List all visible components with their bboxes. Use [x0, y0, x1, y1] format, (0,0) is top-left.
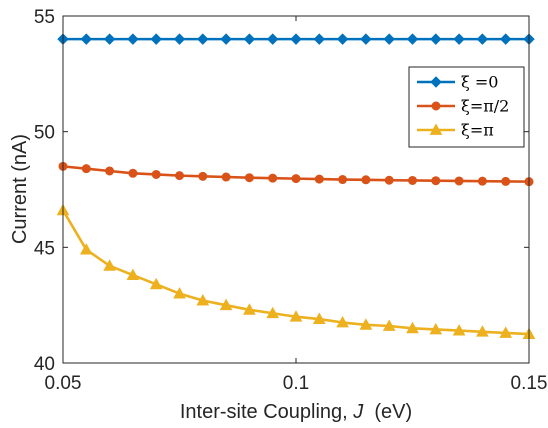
data-point [359, 318, 373, 330]
data-point [266, 33, 279, 45]
x-axis-label-unit: (eV) [363, 401, 412, 423]
data-point [499, 326, 513, 338]
series-layer [56, 33, 536, 339]
data-point [175, 171, 184, 181]
x-axis-label-variable: J [352, 401, 364, 423]
data-point [291, 174, 301, 184]
data-point [501, 176, 511, 186]
series-3 [56, 203, 536, 339]
data-point [383, 33, 395, 45]
data-point [406, 321, 419, 334]
y-tick-label: 40 [34, 354, 55, 375]
data-point [79, 243, 93, 255]
legend-swatch-marker [431, 101, 441, 111]
data-point [173, 33, 186, 45]
data-point [360, 33, 372, 45]
data-point [221, 172, 231, 182]
data-point [197, 33, 209, 45]
data-point [453, 33, 465, 45]
data-point [243, 303, 256, 315]
x-tick-label: 0.15 [511, 373, 548, 394]
y-tick-label: 45 [34, 238, 55, 259]
legend-entry-2: ξ=π/2 [417, 97, 509, 116]
data-point [220, 33, 232, 45]
data-point [268, 173, 278, 183]
data-point [452, 324, 466, 336]
legend-swatch-marker [430, 76, 442, 88]
series-1 [57, 33, 535, 45]
data-point [198, 171, 208, 181]
data-point [429, 322, 443, 335]
legend: ξ =0 ξ=π/2 ξ=π [408, 66, 525, 148]
y-axis-label: Current (nA) [9, 134, 31, 244]
data-point [430, 33, 442, 45]
data-point [126, 268, 140, 280]
legend-label: ξ=π [461, 121, 494, 140]
data-point [151, 169, 161, 179]
data-point [173, 287, 186, 299]
legend-label: ξ=π/2 [461, 97, 509, 116]
x-axis-label-main: Inter-site Coupling, [180, 401, 353, 423]
data-point [105, 166, 115, 176]
data-point [499, 33, 512, 45]
data-point [338, 175, 348, 185]
data-point [219, 298, 233, 311]
data-point [454, 176, 464, 186]
x-tick-label: 0.1 [283, 373, 309, 394]
data-point [384, 175, 394, 185]
legend-label: ξ =0 [461, 73, 498, 92]
data-point [243, 33, 256, 45]
data-point [289, 310, 303, 322]
data-point [406, 33, 419, 45]
data-point [431, 176, 441, 186]
data-point [103, 259, 116, 271]
legend-entry-1: ξ =0 [417, 73, 498, 92]
data-point [80, 33, 93, 45]
data-point [313, 33, 326, 45]
data-point [312, 312, 326, 324]
data-point [196, 294, 210, 306]
data-point [128, 168, 138, 178]
legend-entry-3: ξ=π [417, 121, 494, 140]
y-tick-label: 50 [34, 123, 55, 144]
data-point [336, 33, 349, 45]
data-point [127, 33, 139, 45]
data-point [149, 277, 163, 290]
data-point [244, 173, 254, 183]
data-point [290, 33, 302, 45]
x-axis-label: Inter-site Coupling, J (eV) [180, 401, 412, 423]
y-tick-label: 55 [34, 7, 55, 28]
legend-swatch-marker [429, 123, 443, 135]
data-point [382, 319, 396, 331]
data-point [314, 174, 324, 184]
data-point [81, 164, 91, 174]
data-point [266, 306, 280, 319]
data-point [476, 325, 489, 337]
data-point [150, 33, 162, 45]
data-point [408, 175, 417, 185]
legend-items: ξ =0 ξ=π/2 ξ=π [417, 73, 509, 140]
data-point [103, 33, 116, 45]
x-tick-label: 0.05 [45, 373, 82, 394]
data-point [336, 315, 349, 328]
data-point [476, 33, 489, 45]
tick-layer: 40 45 50 55 0.05 0.1 0.15 [34, 7, 548, 394]
data-point [361, 175, 371, 185]
data-point [477, 176, 487, 186]
